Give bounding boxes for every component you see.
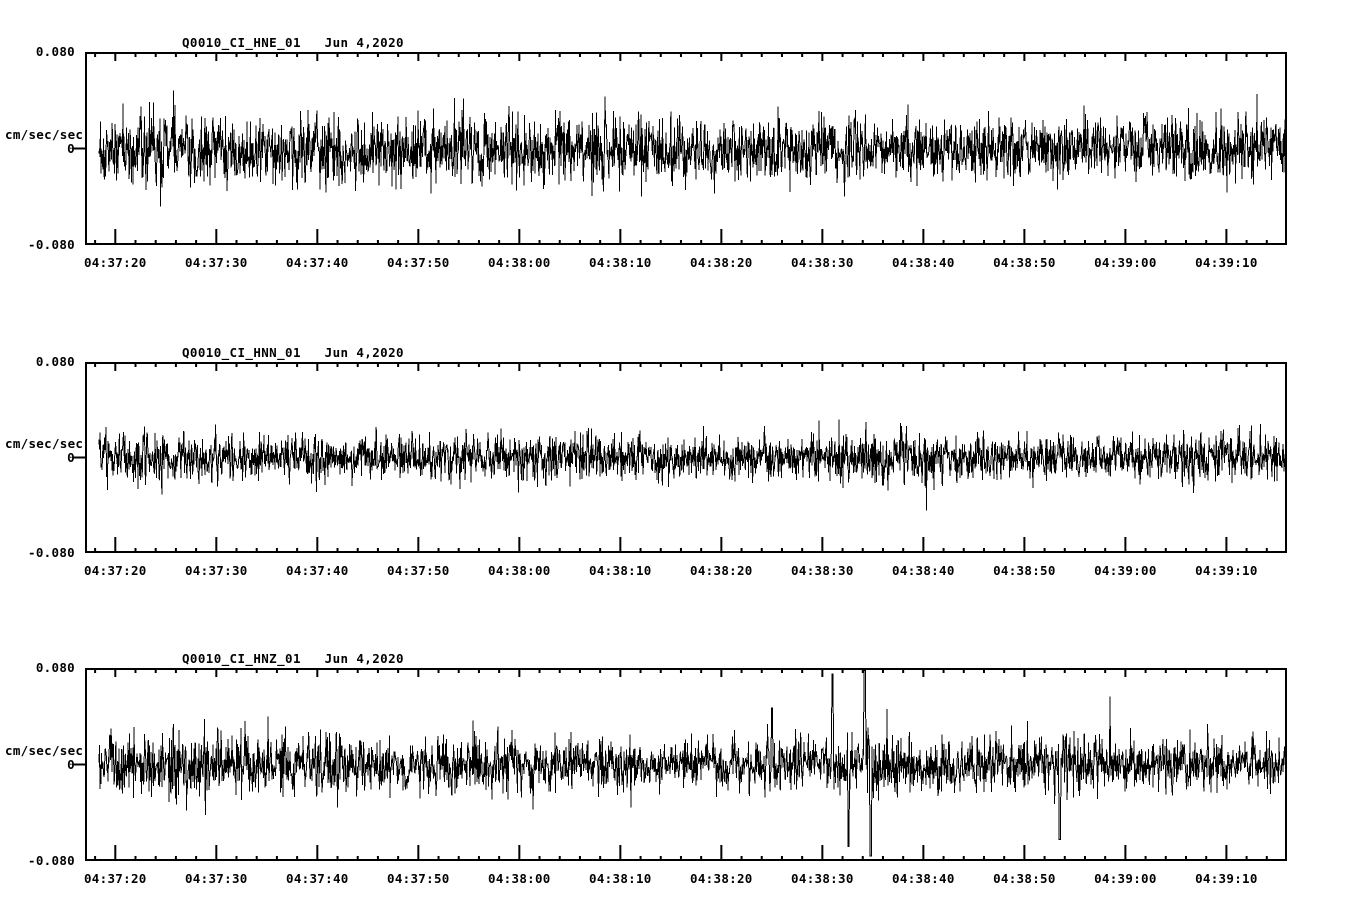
x-tick-label: 04:37:20 bbox=[83, 255, 147, 270]
x-tick-label: 04:39:00 bbox=[1094, 871, 1157, 886]
x-tick-label: 04:37:30 bbox=[184, 563, 248, 578]
x-tick-label: 04:38:40 bbox=[892, 563, 955, 578]
y-tick-label: -0.080 bbox=[28, 545, 75, 560]
y-axis-unit-label-hne: cm/sec/sec bbox=[5, 126, 84, 142]
y-axis-unit-label-hnn: cm/sec/sec bbox=[5, 435, 84, 451]
x-tick-label: 04:37:30 bbox=[184, 255, 248, 270]
x-tick-label: 04:38:10 bbox=[589, 255, 652, 270]
x-tick-label: 04:38:20 bbox=[690, 255, 753, 270]
x-tick-label: 04:37:30 bbox=[184, 871, 248, 886]
x-tick-label: 04:37:40 bbox=[286, 563, 349, 578]
x-tick-label: 04:38:40 bbox=[892, 871, 955, 886]
y-tick-label: 0.080 bbox=[35, 44, 75, 59]
y-tick-label: -0.080 bbox=[28, 853, 75, 868]
y-tick-label: 0 bbox=[67, 756, 75, 772]
x-tick-label: 04:39:00 bbox=[1094, 563, 1157, 578]
x-tick-label: 04:39:00 bbox=[1094, 255, 1157, 270]
x-tick-label: 04:37:40 bbox=[286, 871, 349, 886]
panel-title-hnz: Q0010_CI_HNZ_01 Jun 4,2020 bbox=[182, 651, 404, 666]
x-tick-label: 04:38:30 bbox=[791, 255, 854, 270]
plot-frame-hne bbox=[85, 52, 1287, 245]
x-tick-label: 04:38:00 bbox=[488, 563, 551, 578]
x-tick-label: 04:38:50 bbox=[993, 563, 1056, 578]
y-tick-label: 0.080 bbox=[35, 660, 75, 675]
x-tick-label: 04:38:10 bbox=[589, 563, 652, 578]
x-tick-label: 04:37:20 bbox=[83, 871, 147, 886]
x-tick-label: 04:39:10 bbox=[1195, 871, 1258, 886]
x-tick-label: 04:39:10 bbox=[1195, 255, 1258, 270]
x-tick-label: 04:38:30 bbox=[791, 871, 854, 886]
x-tick-label: 04:37:20 bbox=[83, 563, 147, 578]
x-tick-label: 04:37:40 bbox=[286, 255, 349, 270]
y-tick-label: -0.080 bbox=[28, 237, 75, 252]
x-tick-label: 04:37:50 bbox=[387, 255, 450, 270]
x-tick-label: 04:38:40 bbox=[892, 255, 955, 270]
x-tick-label: 04:38:20 bbox=[690, 871, 753, 886]
x-tick-label: 04:37:50 bbox=[387, 871, 450, 886]
panel-title-hne: Q0010_CI_HNE_01 Jun 4,2020 bbox=[182, 35, 404, 50]
x-tick-label: 04:38:00 bbox=[488, 255, 551, 270]
x-tick-label: 04:38:50 bbox=[993, 871, 1056, 886]
x-tick-label: 04:39:10 bbox=[1195, 563, 1258, 578]
x-tick-label: 04:38:10 bbox=[589, 871, 652, 886]
plot-frame-hnn bbox=[85, 362, 1287, 553]
y-axis-unit-label-hnz: cm/sec/sec bbox=[5, 742, 84, 758]
x-tick-label: 04:38:50 bbox=[993, 255, 1056, 270]
y-tick-label: 0 bbox=[67, 140, 75, 156]
y-tick-label: 0.080 bbox=[35, 354, 75, 369]
x-tick-label: 04:38:00 bbox=[488, 871, 551, 886]
y-tick-label: 0 bbox=[67, 449, 75, 465]
x-tick-label: 04:38:20 bbox=[690, 563, 753, 578]
panel-title-hnn: Q0010_CI_HNN_01 Jun 4,2020 bbox=[182, 345, 404, 360]
x-tick-label: 04:37:50 bbox=[387, 563, 450, 578]
x-tick-label: 04:38:30 bbox=[791, 563, 854, 578]
